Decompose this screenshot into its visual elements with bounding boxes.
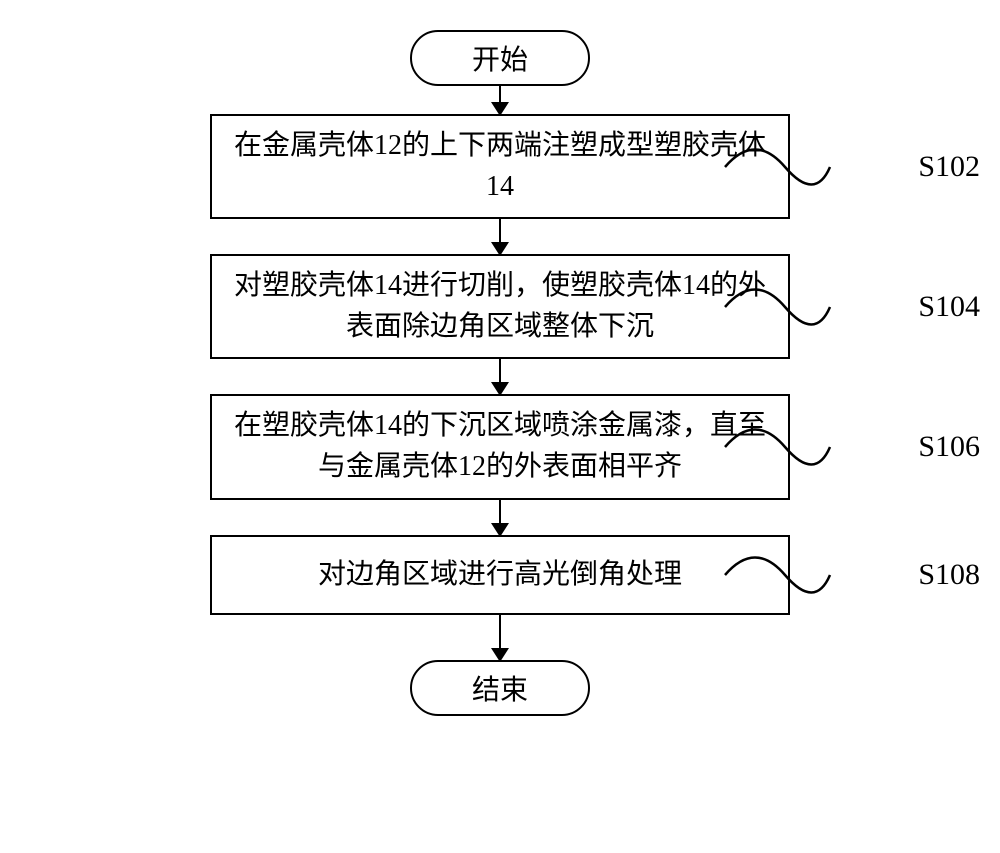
- process-s104: 对塑胶壳体14进行切削，使塑胶壳体14的外表面除边角区域整体下沉: [210, 254, 790, 359]
- process-text-s106: 在塑胶壳体14的下沉区域喷涂金属漆，直至与金属壳体12的外表面相平齐: [234, 410, 766, 482]
- flowchart-container: 开始 在金属壳体12的上下两端注塑成型塑胶壳体14 S102 对塑胶壳体14进行…: [50, 30, 950, 716]
- start-label: 开始: [472, 38, 528, 78]
- step-label-s102: S102: [918, 150, 980, 184]
- arrow-s106-to-s108: [499, 500, 501, 535]
- terminator-end-row: 结束: [50, 660, 950, 716]
- process-text-s108: 对边角区域进行高光倒角处理: [318, 559, 682, 590]
- process-row-s106: 在塑胶壳体14的下沉区域喷涂金属漆，直至与金属壳体12的外表面相平齐 S106: [50, 394, 950, 499]
- arrow-start-to-s102: [499, 86, 501, 114]
- step-label-s104: S104: [918, 290, 980, 324]
- arrow-s108-to-end: [499, 615, 501, 660]
- process-s106: 在塑胶壳体14的下沉区域喷涂金属漆，直至与金属壳体12的外表面相平齐: [210, 394, 790, 499]
- process-text-s104: 对塑胶壳体14进行切削，使塑胶壳体14的外表面除边角区域整体下沉: [234, 270, 766, 342]
- terminator-end: 结束: [410, 660, 590, 716]
- process-row-s102: 在金属壳体12的上下两端注塑成型塑胶壳体14 S102: [50, 114, 950, 219]
- terminator-start-row: 开始: [50, 30, 950, 86]
- step-label-s108: S108: [918, 558, 980, 592]
- step-label-s106: S106: [918, 430, 980, 464]
- process-s108: 对边角区域进行高光倒角处理: [210, 535, 790, 616]
- end-label: 结束: [472, 668, 528, 708]
- arrow-s104-to-s106: [499, 359, 501, 394]
- terminator-start: 开始: [410, 30, 590, 86]
- process-row-s104: 对塑胶壳体14进行切削，使塑胶壳体14的外表面除边角区域整体下沉 S104: [50, 254, 950, 359]
- process-s102: 在金属壳体12的上下两端注塑成型塑胶壳体14: [210, 114, 790, 219]
- process-text-s102: 在金属壳体12的上下两端注塑成型塑胶壳体14: [234, 130, 766, 202]
- arrow-s102-to-s104: [499, 219, 501, 254]
- process-row-s108: 对边角区域进行高光倒角处理 S108: [50, 535, 950, 616]
